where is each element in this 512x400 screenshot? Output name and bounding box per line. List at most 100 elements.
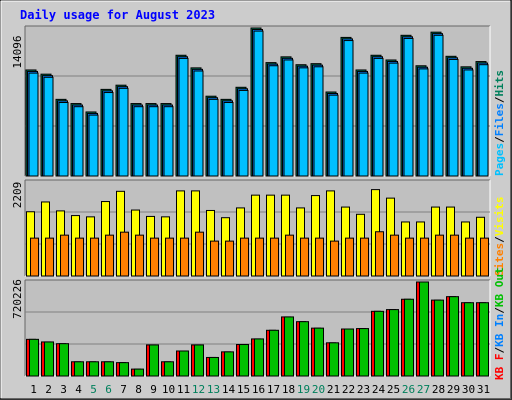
- pages-bar: [133, 106, 144, 177]
- sites-bar: [120, 231, 129, 277]
- x-label-day: 4: [75, 383, 82, 396]
- legend-pages: Pages: [493, 143, 506, 176]
- pages-bar: [283, 59, 294, 177]
- x-label-day: 25: [387, 383, 400, 396]
- x-label-day: 24: [372, 383, 386, 396]
- kbin-bar: [119, 362, 129, 377]
- x-label-day: 27: [417, 383, 430, 396]
- bottom-y-max-label: 720226: [11, 279, 24, 319]
- kbin-bar: [179, 350, 189, 377]
- pages-bar: [448, 58, 459, 177]
- pages-bar: [328, 94, 339, 177]
- sites-bar: [420, 237, 429, 277]
- sites-bar: [285, 234, 294, 277]
- top-y-max-label: 14096: [11, 35, 24, 68]
- kbin-bar: [479, 302, 489, 377]
- sites-bar: [480, 237, 489, 277]
- x-label-day: 5: [90, 383, 97, 396]
- kbin-bar: [329, 342, 339, 377]
- pages-bar: [388, 62, 399, 177]
- x-label-day: 28: [432, 383, 445, 396]
- pages-bar: [403, 37, 414, 177]
- sites-bar: [60, 234, 69, 277]
- x-label-day: 2: [45, 383, 52, 396]
- pages-bar: [178, 57, 189, 177]
- kbin-bar: [134, 368, 144, 377]
- sites-bar: [300, 237, 309, 277]
- kbin-bar: [164, 361, 174, 377]
- pages-bar: [238, 89, 249, 177]
- top-legend: Pages/Files/Hits: [493, 70, 506, 176]
- x-label-day: 8: [135, 383, 142, 396]
- kbin-bar: [254, 338, 264, 377]
- x-label-day: 29: [447, 383, 460, 396]
- pages-bar: [343, 40, 354, 177]
- x-label-day: 31: [477, 383, 490, 396]
- pages-bar: [163, 106, 174, 177]
- x-label-day: 3: [60, 383, 67, 396]
- sites-bar: [210, 240, 219, 277]
- pages-bar: [28, 72, 39, 177]
- pages-bar: [358, 72, 369, 177]
- sites-bar: [165, 237, 174, 277]
- kbin-bar: [29, 338, 39, 377]
- kbin-bar: [359, 328, 369, 377]
- pages-bar: [118, 87, 129, 177]
- pages-bar: [148, 106, 159, 177]
- pages-bar: [433, 34, 444, 177]
- kbytes-panel: [24, 279, 491, 377]
- kbin-bar: [464, 302, 474, 377]
- x-label-day: 16: [252, 383, 265, 396]
- kbin-bar: [434, 299, 444, 377]
- bottom-legend: KB F/KB In/KB Out: [493, 267, 506, 380]
- sites-bar: [105, 234, 114, 277]
- sites-bar: [270, 237, 279, 277]
- visits-sites-panel: [24, 179, 491, 277]
- sites-bar: [255, 237, 264, 277]
- pages-bar: [103, 92, 114, 177]
- middle-legend: Sites/Visits: [493, 197, 506, 277]
- kbin-bar: [284, 316, 294, 377]
- sites-bar: [45, 237, 54, 277]
- pages-bar: [268, 65, 279, 177]
- pages-bar: [463, 69, 474, 177]
- x-label-day: 12: [192, 383, 205, 396]
- kbin-bar: [224, 351, 234, 377]
- sites-bar: [90, 237, 99, 277]
- pages-bar: [88, 114, 99, 177]
- x-label-day: 15: [237, 383, 250, 396]
- x-label-day: 1: [30, 383, 37, 396]
- sites-bar: [75, 237, 84, 277]
- x-label-day: 26: [402, 383, 415, 396]
- kbin-bar: [299, 321, 309, 377]
- pages-bar: [313, 66, 324, 177]
- kbin-bar: [314, 327, 324, 377]
- pages-bar: [193, 70, 204, 177]
- x-label-day: 9: [150, 383, 157, 396]
- pages-bar: [58, 102, 69, 177]
- kbin-bar: [389, 309, 399, 377]
- legend-sites: Sites: [493, 243, 506, 276]
- sites-bar: [405, 237, 414, 277]
- x-label-day: 6: [105, 383, 112, 396]
- x-label-day: 14: [222, 383, 236, 396]
- x-label-day: 10: [162, 383, 175, 396]
- x-label-day: 13: [207, 383, 220, 396]
- legend-hits: Hits: [493, 70, 506, 97]
- kbin-bar: [194, 344, 204, 377]
- kbin-bar: [104, 361, 114, 377]
- legend-kbf: KB F: [493, 354, 506, 381]
- sites-bar: [150, 237, 159, 277]
- sites-bar: [450, 234, 459, 277]
- x-label-day: 20: [312, 383, 325, 396]
- legend-kbout: KB Out: [493, 267, 506, 307]
- pages-bar: [43, 76, 54, 177]
- x-label-day: 19: [297, 383, 310, 396]
- pages-bar: [208, 98, 219, 177]
- x-label-day: 11: [177, 383, 190, 396]
- sites-bar: [135, 234, 144, 277]
- middle-y-max-label: 2209: [11, 182, 24, 209]
- sites-bar: [360, 237, 369, 277]
- pages-bar: [373, 57, 384, 177]
